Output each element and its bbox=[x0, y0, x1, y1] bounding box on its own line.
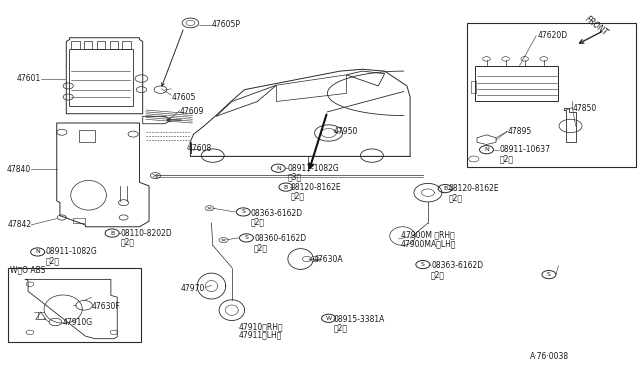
Text: B: B bbox=[284, 185, 288, 190]
Text: （2）: （2） bbox=[448, 193, 462, 202]
Text: 08915-3381A: 08915-3381A bbox=[333, 315, 385, 324]
Bar bbox=[467, 23, 636, 167]
Text: S: S bbox=[244, 235, 248, 240]
Text: 47630A: 47630A bbox=[314, 254, 343, 263]
Text: 08120-8162E: 08120-8162E bbox=[291, 183, 341, 192]
Bar bbox=[471, 81, 476, 93]
Text: 47605P: 47605P bbox=[211, 20, 241, 29]
Text: S: S bbox=[547, 272, 551, 277]
Text: （2）: （2） bbox=[251, 218, 265, 227]
Text: 47609: 47609 bbox=[180, 108, 204, 116]
Bar bbox=[79, 131, 95, 141]
Text: 47910（RH）: 47910（RH） bbox=[238, 322, 283, 331]
Text: 47900MA（LH）: 47900MA（LH） bbox=[401, 239, 456, 248]
Text: （2）: （2） bbox=[431, 270, 445, 279]
Text: 08363-6162D: 08363-6162D bbox=[251, 209, 303, 218]
Text: （2）: （2） bbox=[254, 243, 268, 252]
Text: 47620D: 47620D bbox=[538, 31, 568, 41]
Text: 47605: 47605 bbox=[172, 93, 196, 102]
Text: 47895: 47895 bbox=[508, 126, 532, 136]
Bar bbox=[8, 268, 141, 341]
Text: （2）: （2） bbox=[499, 154, 513, 163]
Text: 47970: 47970 bbox=[180, 284, 205, 293]
Text: 08360-6162D: 08360-6162D bbox=[254, 234, 306, 244]
Text: N: N bbox=[35, 250, 40, 254]
Text: 08363-6162D: 08363-6162D bbox=[431, 261, 483, 270]
Text: 47900M （RH）: 47900M （RH） bbox=[401, 230, 454, 240]
Text: 08110-8202D: 08110-8202D bbox=[120, 228, 172, 238]
Text: 08120-8162E: 08120-8162E bbox=[448, 184, 499, 193]
Text: S: S bbox=[241, 209, 245, 214]
Bar bbox=[122, 41, 131, 49]
Text: W: W bbox=[326, 316, 332, 321]
Text: （2）: （2） bbox=[291, 192, 305, 201]
Text: W⧸O ABS: W⧸O ABS bbox=[10, 265, 45, 274]
Bar bbox=[73, 218, 85, 223]
Text: （2）: （2） bbox=[46, 256, 60, 265]
Text: 47842: 47842 bbox=[7, 221, 31, 230]
Text: N: N bbox=[484, 147, 489, 152]
Text: 47910G: 47910G bbox=[63, 318, 93, 327]
Bar bbox=[72, 41, 79, 49]
Text: B: B bbox=[443, 186, 447, 191]
Text: 47950: 47950 bbox=[333, 126, 358, 136]
Text: 47911（LH）: 47911（LH） bbox=[238, 330, 282, 340]
Text: （3）: （3） bbox=[288, 173, 302, 182]
Bar bbox=[475, 65, 558, 101]
Text: （2）: （2） bbox=[120, 237, 134, 247]
Text: S: S bbox=[421, 262, 425, 267]
Text: 47601: 47601 bbox=[17, 74, 41, 83]
Bar bbox=[109, 41, 118, 49]
Text: B: B bbox=[110, 231, 115, 235]
Bar bbox=[70, 49, 133, 106]
Text: 47840: 47840 bbox=[7, 165, 31, 174]
Bar bbox=[97, 41, 105, 49]
Text: 08911-1082G: 08911-1082G bbox=[288, 164, 340, 173]
Text: （2）: （2） bbox=[333, 324, 348, 333]
Text: A·76·0038: A·76·0038 bbox=[530, 352, 569, 361]
Text: FRONT: FRONT bbox=[583, 15, 609, 38]
Text: 08911-1082G: 08911-1082G bbox=[46, 247, 98, 256]
Text: 47608: 47608 bbox=[188, 144, 211, 153]
Text: 08911-10637: 08911-10637 bbox=[499, 145, 550, 154]
Bar bbox=[84, 41, 92, 49]
Text: 47850: 47850 bbox=[572, 104, 596, 113]
Text: 47630F: 47630F bbox=[92, 302, 120, 311]
Text: N: N bbox=[276, 166, 281, 171]
